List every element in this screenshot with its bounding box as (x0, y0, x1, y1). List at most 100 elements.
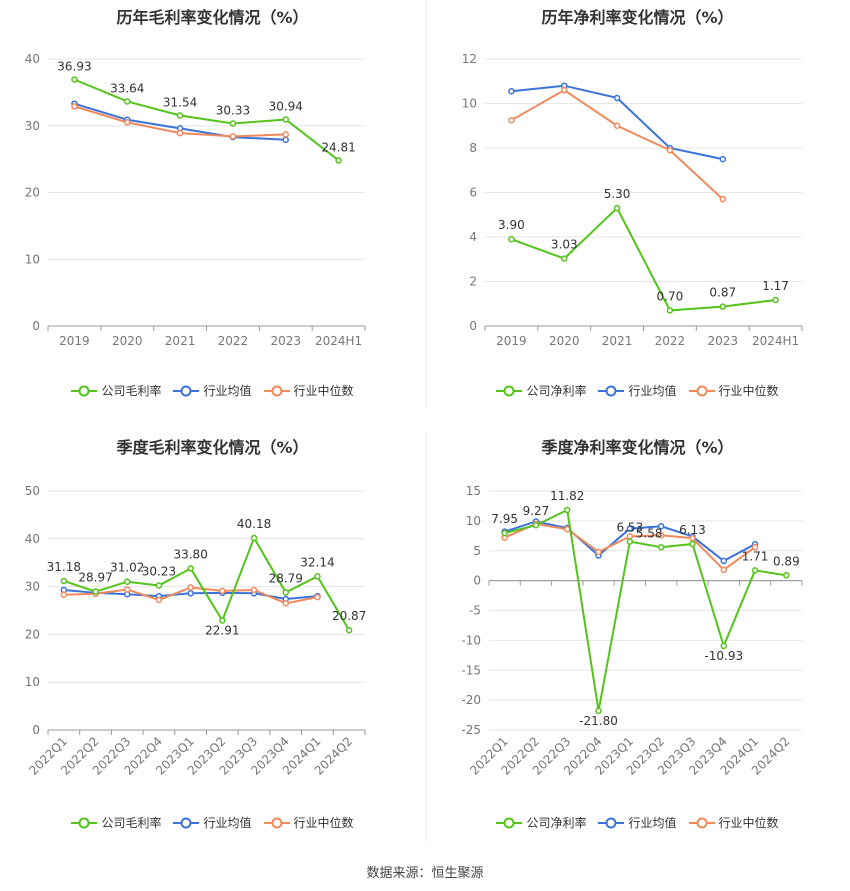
data-label: 5.58 (636, 526, 663, 540)
legend-label: 行业均值 (203, 816, 252, 830)
legend-line-marker-icon (496, 385, 523, 396)
y-tick-label: 50 (25, 484, 40, 498)
y-tick-label: 10 (25, 675, 40, 689)
data-point-industry_median (124, 119, 131, 126)
x-tick-label: 2022 (655, 334, 686, 348)
data-label: 0.89 (773, 554, 800, 568)
data-label: 31.18 (47, 560, 81, 574)
legend-item-company[interactable]: 公司毛利率 (71, 382, 161, 399)
data-label: 5.30 (604, 187, 631, 201)
legend: 公司毛利率 行业均值 行业中位数 (0, 814, 425, 832)
data-label: 31.02 (110, 561, 144, 575)
data-label: -21.80 (579, 714, 618, 728)
legend-label: 行业中位数 (293, 384, 354, 398)
data-point-company (666, 307, 674, 314)
legend-item-industry_avg[interactable]: 行业均值 (598, 382, 677, 399)
panel-divider-bottom (426, 432, 427, 842)
plot-area: 0 10 20 30 40 2019 2020 2021 2022 2023 2024H1 36.93… (25, 52, 366, 348)
legend-item-industry_avg[interactable]: 行业均值 (173, 382, 252, 399)
legend-item-industry_avg[interactable]: 行业均值 (598, 814, 677, 831)
quarterly-net-margin-chart: 季度净利率变化情况（%） -25 -20 -15 -10 -5 0 5 10 15 2022Q1 2… (425, 430, 850, 850)
data-label: 31.54 (163, 95, 197, 109)
data-label: 1.71 (742, 549, 769, 563)
x-tick-label: 2024H1 (315, 334, 362, 348)
legend: 公司净利率 行业均值 行业中位数 (425, 382, 850, 400)
legend-item-company[interactable]: 公司净利率 (496, 814, 586, 831)
data-label: 33.80 (173, 547, 207, 561)
data-label: 22.91 (205, 623, 239, 637)
legend-item-industry_median[interactable]: 行业中位数 (688, 382, 779, 399)
data-source-note: 数据来源：恒生聚源 (366, 866, 484, 881)
legend-label: 行业均值 (628, 816, 677, 830)
data-point-company (176, 112, 184, 119)
data-label: 28.97 (78, 571, 112, 585)
y-tick-label: -10 (461, 633, 481, 647)
data-point-company (187, 565, 194, 572)
data-label: 30.23 (142, 565, 176, 579)
data-point-company (250, 534, 258, 542)
data-point-industry_median (229, 133, 237, 140)
data-point-industry_median (219, 587, 226, 595)
data-point-company (564, 506, 571, 514)
y-tick-label: 15 (466, 484, 481, 498)
data-point-industry_median (719, 195, 726, 203)
data-point-industry_avg (613, 94, 621, 102)
legend: 公司净利率 行业均值 行业中位数 (425, 814, 850, 832)
legend-label: 行业中位数 (718, 384, 779, 398)
data-point-company (783, 572, 790, 579)
legend-item-industry_avg[interactable]: 行业均值 (173, 814, 252, 831)
data-point-company (71, 76, 78, 83)
data-point-company (219, 617, 226, 624)
data-point-company (282, 116, 289, 123)
data-point-industry_avg (719, 155, 726, 163)
legend-line-marker-icon (496, 817, 523, 828)
legend-label: 行业均值 (203, 384, 252, 398)
data-point-industry_median (561, 86, 568, 94)
legend-item-company[interactable]: 公司毛利率 (71, 814, 161, 831)
data-label: 3.03 (551, 238, 578, 252)
y-tick-label: 10 (25, 252, 40, 266)
y-tick-label: -15 (461, 663, 481, 677)
y-tick-label: 2 (469, 275, 477, 289)
data-point-company (124, 98, 131, 105)
series-line-industry_median (510, 88, 724, 200)
data-label: -10.93 (704, 649, 743, 663)
legend-item-company[interactable]: 公司净利率 (496, 382, 586, 399)
y-tick-label: -20 (461, 693, 481, 707)
x-tick-label: 2023 (270, 334, 301, 348)
data-label: 28.79 (269, 571, 303, 585)
legend-line-marker-icon (173, 817, 200, 828)
data-label: 1.17 (762, 279, 789, 293)
chart-title: 历年净利率变化情况（%） (541, 8, 734, 27)
series-line-company (63, 535, 351, 631)
data-point-company (282, 589, 289, 596)
legend-item-industry_median[interactable]: 行业中位数 (263, 814, 354, 831)
data-point-company (60, 577, 68, 585)
panel-divider-top (426, 0, 427, 408)
data-point-industry_median (71, 103, 78, 110)
data-point-company (719, 303, 726, 310)
data-point-industry_median (508, 116, 515, 124)
chart-title: 季度净利率变化情况（%） (541, 438, 734, 457)
data-point-industry_median (751, 543, 759, 551)
data-point-industry_median (626, 533, 634, 540)
y-tick-label: -5 (469, 604, 481, 618)
data-point-company (689, 540, 696, 548)
x-tick-label: 2020 (112, 334, 143, 348)
data-point-company (155, 582, 163, 589)
series-line-company (74, 78, 340, 162)
data-point-industry_avg (626, 525, 634, 532)
legend-item-industry_median[interactable]: 行业中位数 (263, 382, 354, 399)
legend-label: 公司净利率 (526, 384, 587, 398)
legend-item-industry_median[interactable]: 行业中位数 (688, 814, 779, 831)
data-point-industry_median (250, 586, 258, 594)
legend-line-marker-icon (688, 385, 715, 396)
series-line-company (504, 508, 787, 712)
y-tick-label: 40 (25, 532, 40, 546)
annual-net-margin-chart: 历年净利率变化情况（%） 0 2 4 6 8 10 12 2019 2020 2021 2022 20… (425, 0, 850, 420)
data-point-industry_median (689, 534, 696, 542)
plot-area: 0 2 4 6 8 10 12 2019 2020 2021 2022 2023 2024H1 3.90 3… (462, 52, 803, 348)
data-point-industry_median (282, 131, 289, 138)
legend-line-marker-icon (598, 385, 625, 396)
data-label: 0.87 (709, 286, 736, 300)
